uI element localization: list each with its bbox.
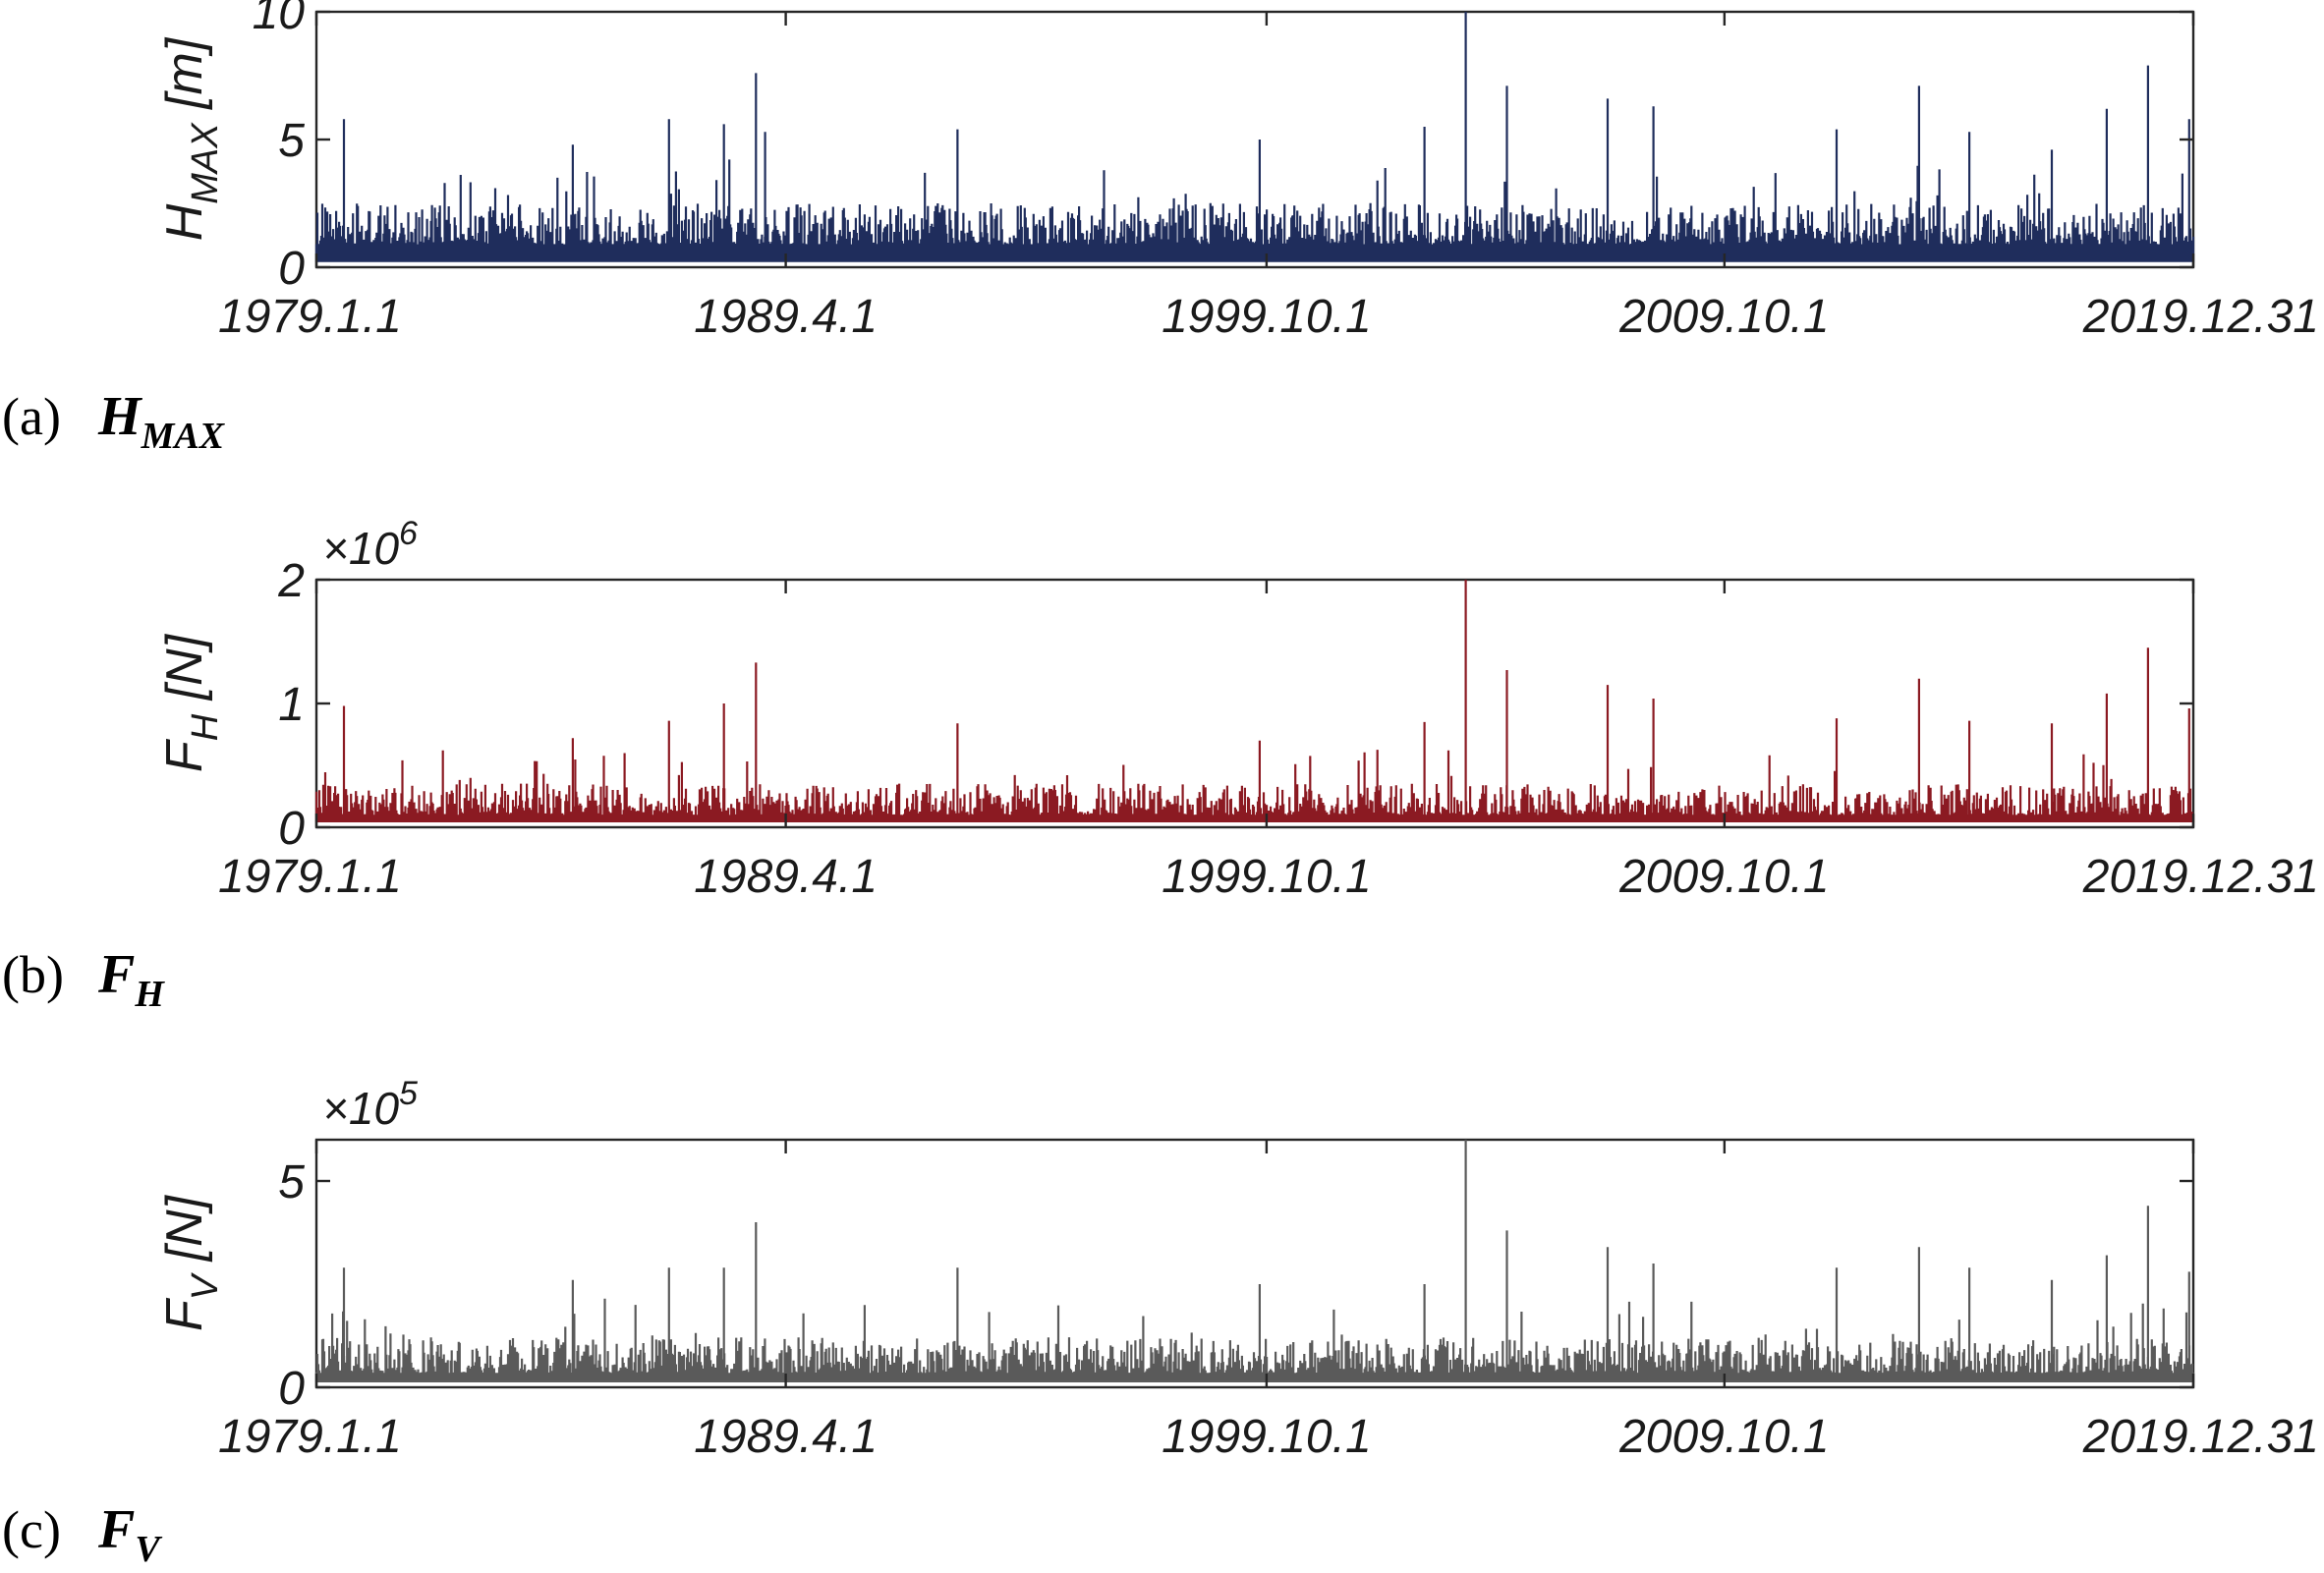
series-trace (314, 1140, 2195, 1382)
x-tick-label: 2009.10.1 (1618, 851, 1830, 903)
y-tick-label: 5 (278, 1156, 305, 1208)
exponent-base: ×10 (322, 1083, 399, 1134)
series-trace (314, 580, 2195, 822)
y-tick-label: 2 (277, 555, 305, 607)
axis-exponent-label: ×105 (322, 1075, 418, 1134)
plot-frame (314, 1138, 2195, 1389)
chart-panel-1: 0 5 10 1979.1.1 1989.4.1 1999.10.1 2009.10.1 20… (2, 0, 2319, 457)
y-axis-label-subscript: V (185, 1271, 226, 1300)
y-tick-label: 0 (278, 1363, 305, 1415)
y-axis-label-symbol: F (156, 738, 213, 772)
panel-caption-letter: (a) (2, 387, 61, 446)
exponent-power: 5 (399, 1075, 418, 1112)
chart-panel-3: 0 5 1979.1.1 1989.4.1 1999.10.1 2009.10.1 2019… (2, 1075, 2319, 1570)
y-axis-label-symbol: F (156, 1297, 213, 1331)
y-axis-label: FH [N] (156, 633, 226, 772)
panel-caption-symbol: FH (97, 944, 165, 1015)
caption-symbol: H (97, 386, 142, 447)
x-tick-label: 2019.12.31 (2082, 1411, 2319, 1463)
exponent-power: 6 (399, 515, 418, 552)
y-axis-label-symbol: H (156, 203, 213, 241)
exponent-base: ×10 (322, 523, 399, 574)
caption-subscript: MAX (141, 416, 226, 457)
x-tick-label: 1979.1.1 (218, 1411, 402, 1463)
panel-caption-symbol: HMAX (97, 386, 226, 457)
caption-subscript: V (135, 1529, 162, 1570)
y-axis-label-subscript: MAX (185, 122, 226, 204)
x-tick-label: 1989.4.1 (694, 851, 878, 903)
x-tick-label: 1979.1.1 (218, 851, 402, 903)
x-tick-label: 1979.1.1 (218, 291, 402, 343)
caption-subscript: H (134, 974, 165, 1015)
x-tick-label: 1999.10.1 (1162, 851, 1372, 903)
y-tick-label: 1 (278, 679, 305, 731)
y-axis-label-unit: [m] (156, 36, 213, 123)
panel-caption-letter: (b) (2, 945, 64, 1004)
caption-symbol: F (97, 944, 135, 1005)
x-tick-label: 2019.12.31 (2082, 291, 2319, 343)
panel-caption-symbol: FV (97, 1499, 162, 1570)
x-tick-label: 2019.12.31 (2082, 851, 2319, 903)
y-tick-label: 0 (278, 243, 305, 295)
series-trace (314, 12, 2195, 262)
y-tick-label: 5 (278, 115, 305, 167)
x-tick-label: 2009.10.1 (1618, 291, 1830, 343)
chart-panel-2: 0 1 2 1979.1.1 1989.4.1 1999.10.1 2009.10.1 201… (2, 515, 2319, 1015)
panel-caption-letter: (c) (2, 1500, 61, 1559)
y-axis-label-subscript: H (185, 713, 226, 741)
axis-exponent-label: ×106 (322, 515, 418, 574)
y-tick-label: 0 (278, 803, 305, 855)
caption-symbol: F (97, 1499, 135, 1560)
y-axis-label-unit: [N] (156, 633, 213, 713)
x-tick-label: 1999.10.1 (1162, 1411, 1372, 1463)
x-tick-label: 1989.4.1 (694, 291, 878, 343)
x-tick-label: 1989.4.1 (694, 1411, 878, 1463)
y-tick-label: 10 (253, 0, 306, 39)
y-axis-label: FV [N] (156, 1194, 226, 1331)
y-axis-label: HMAX [m] (156, 36, 226, 241)
y-axis-label-unit: [N] (156, 1194, 213, 1274)
x-tick-label: 2009.10.1 (1618, 1411, 1830, 1463)
x-tick-label: 1999.10.1 (1162, 291, 1372, 343)
